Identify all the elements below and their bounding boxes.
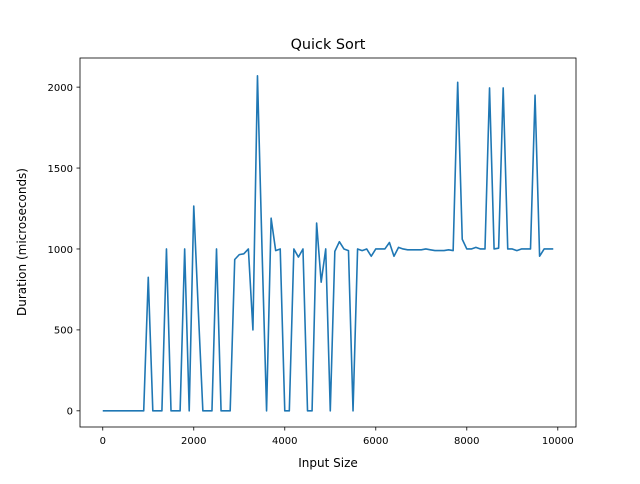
- y-tick-label: 500: [54, 326, 73, 337]
- y-tick-label: 1500: [48, 164, 73, 175]
- x-tick-label: 6000: [363, 436, 388, 447]
- x-tick-label: 10000: [542, 436, 574, 447]
- plot-frame: [79, 57, 577, 428]
- y-axis-label: Duration (microseconds): [15, 168, 29, 316]
- y-tick-label: 1000: [48, 245, 73, 256]
- y-ticks: 0 500 1000 1500 2000: [48, 83, 80, 418]
- plot-lines: [102, 75, 554, 412]
- x-tick-label: 2000: [181, 436, 206, 447]
- x-tick-label: 8000: [454, 436, 479, 447]
- x-tick-label: 4000: [272, 436, 297, 447]
- chart-title: Quick Sort: [291, 37, 366, 53]
- series-line: [102, 75, 554, 412]
- y-tick-label: 0: [67, 407, 73, 418]
- x-tick-label: 0: [100, 436, 106, 447]
- x-axis-label: Input Size: [298, 456, 358, 470]
- y-tick-label: 2000: [48, 83, 73, 94]
- x-ticks: 0 2000 4000 6000 8000 10000: [100, 427, 574, 447]
